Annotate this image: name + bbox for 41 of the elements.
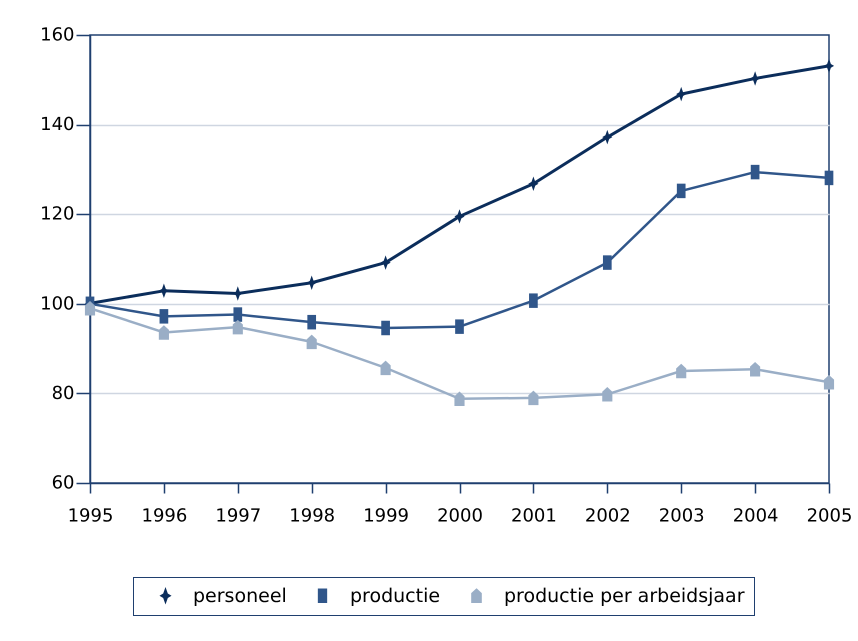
point (528, 390, 538, 406)
x-tick-label: 2003 (658, 506, 705, 526)
point (306, 276, 317, 290)
point (380, 255, 391, 270)
point (306, 334, 317, 350)
point (602, 387, 612, 402)
point (158, 284, 169, 298)
x-tick-label: 1997 (215, 506, 262, 526)
x-tick-label: 2004 (732, 506, 779, 526)
x-tick-label: 1995 (68, 506, 114, 526)
y-tick-label: 80 (52, 382, 74, 404)
y-tick-label: 120 (40, 204, 74, 225)
point (676, 86, 686, 102)
point (676, 364, 686, 378)
point (158, 325, 169, 340)
point (824, 58, 834, 74)
x-tick-label: 1996 (141, 506, 188, 526)
x-tick-label: 2000 (437, 506, 483, 526)
point (454, 392, 465, 406)
point (750, 362, 760, 376)
y-tick-label: 140 (40, 114, 74, 136)
point (84, 301, 96, 316)
x-tick-label: 1999 (363, 506, 410, 526)
x-tick-label: 2005 (806, 506, 852, 526)
point (380, 360, 391, 376)
point (750, 71, 760, 86)
point (824, 374, 834, 390)
y-tick-label: 60 (52, 472, 74, 494)
point (454, 209, 465, 224)
x-tick-label: 2001 (510, 506, 557, 526)
y-tick-label: 160 (40, 24, 74, 46)
x-tick-label: 1998 (289, 506, 336, 526)
point (232, 286, 243, 301)
x-tick-label: 2002 (584, 506, 631, 526)
y-tick-label: 100 (40, 293, 74, 314)
point (602, 130, 612, 144)
legend-label: productie (350, 584, 440, 607)
point (528, 176, 538, 191)
legend-label: personeel (193, 584, 287, 607)
point (232, 320, 243, 334)
legend-label: productie per arbeidsjaar (504, 584, 745, 607)
